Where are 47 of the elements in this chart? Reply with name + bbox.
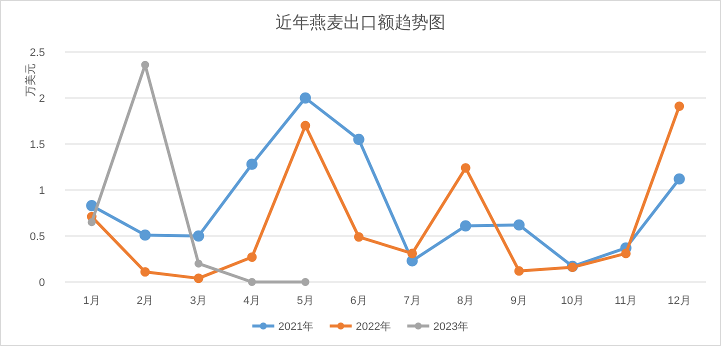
point [141, 60, 150, 69]
point [407, 248, 418, 258]
point [300, 120, 310, 130]
legend-label: 2022年 [356, 321, 392, 333]
y-tick-label: 1 [38, 185, 45, 197]
point [460, 220, 472, 232]
x-tick-label: 1月 [83, 295, 100, 307]
x-tick-label: 8月 [457, 295, 474, 307]
chart-title: 近年燕麦出口额趋势图 [276, 13, 446, 32]
x-tick-label: 4月 [243, 295, 261, 307]
x-tick-label: 11月 [614, 295, 638, 307]
y-tick-label: 2 [38, 93, 45, 105]
point [88, 218, 96, 226]
point [621, 248, 631, 258]
point [140, 267, 150, 277]
y-tick-label: 0 [38, 277, 45, 289]
point [674, 173, 685, 185]
legend-label: 2021年 [278, 321, 314, 333]
point [514, 266, 524, 276]
y-tick-label: 0.5 [30, 231, 45, 243]
x-tick-label: 6月 [350, 295, 368, 307]
y-tick-label: 2.5 [30, 47, 45, 59]
point [301, 278, 310, 286]
x-tick-label: 2月 [136, 295, 154, 307]
x-tick-label: 5月 [296, 295, 314, 307]
point [248, 278, 256, 286]
point [353, 134, 364, 145]
x-tick-label: 3月 [190, 295, 208, 307]
x-tick-label: 7月 [404, 295, 421, 307]
y-axis-title: 万美元 [24, 64, 37, 96]
point [460, 163, 470, 173]
point [192, 230, 204, 242]
point [247, 252, 257, 262]
point [194, 260, 203, 268]
x-tick-label: 10月 [560, 295, 584, 307]
point [674, 101, 684, 112]
legend-label: 2023年 [433, 321, 469, 333]
point [300, 92, 311, 104]
y-tick-label: 1.5 [30, 139, 45, 151]
point [246, 158, 258, 170]
point [194, 274, 204, 284]
point [513, 219, 525, 231]
point [354, 232, 364, 242]
point [86, 200, 98, 212]
x-tick-label: 9月 [510, 295, 528, 307]
point [140, 229, 151, 241]
x-tick-label: 12月 [668, 295, 691, 307]
